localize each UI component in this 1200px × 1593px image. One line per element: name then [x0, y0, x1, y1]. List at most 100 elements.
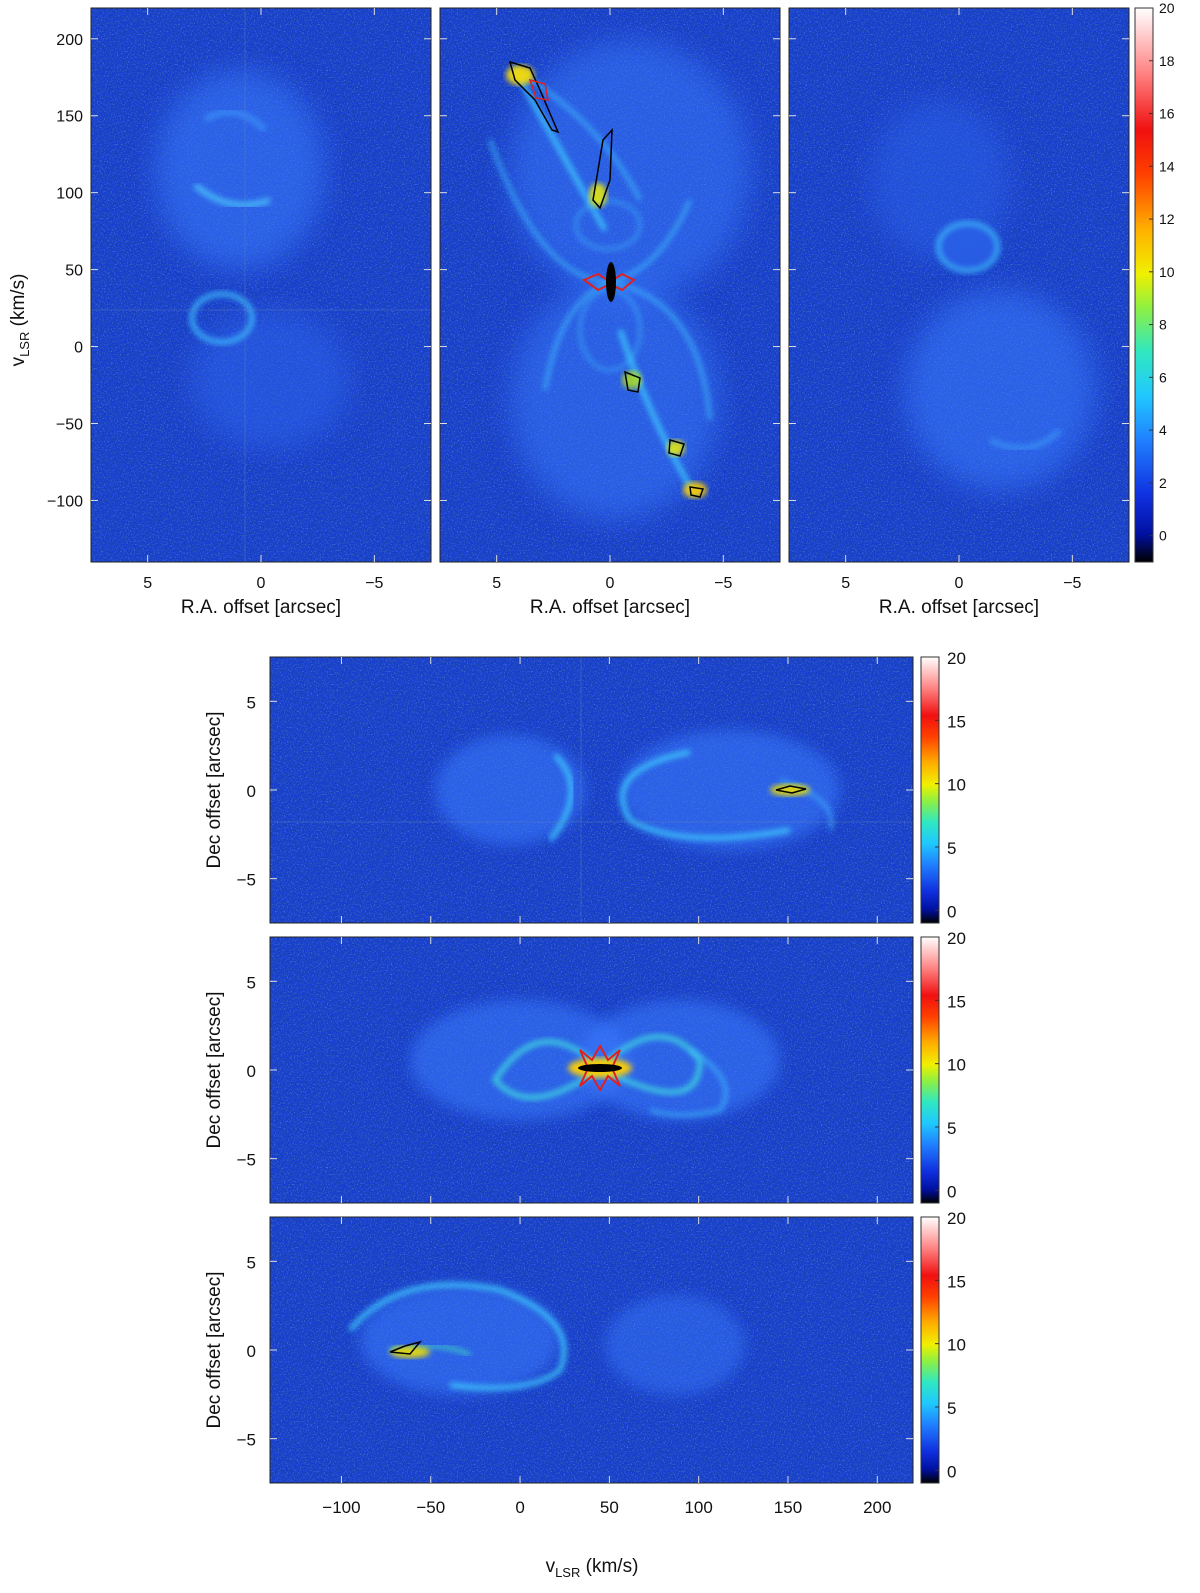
- emission-lobe: [190, 310, 350, 450]
- y-tick-label: 0: [247, 782, 256, 801]
- y-tick-label: 50: [65, 263, 83, 280]
- emission-ring: [936, 221, 1000, 273]
- colorbar-gradient: [920, 656, 940, 924]
- colorbar-tick-label: 18: [1159, 53, 1175, 69]
- knot: [667, 440, 685, 456]
- colorbar-tick-label: 10: [1159, 264, 1175, 280]
- contour-black: [624, 370, 641, 393]
- colorbar-tick-label: 6: [1159, 369, 1167, 385]
- colorbar-tick-label: 0: [947, 1182, 956, 1201]
- top-left-xlabel: R.A. offset [arcsec]: [181, 597, 341, 618]
- y-tick-label: 150: [56, 109, 83, 126]
- x-tick-label: 5: [492, 575, 501, 592]
- x-tick-label: 5: [143, 575, 152, 592]
- panel-top-left: [91, 8, 431, 562]
- y-tick-label: −5: [237, 1151, 256, 1170]
- emission-ring: [189, 291, 255, 345]
- panel-bottom-2: [270, 937, 913, 1203]
- colorbar-tick-label: 20: [947, 1209, 966, 1228]
- colorbar-gradient: [920, 936, 940, 1204]
- emission-arc: [548, 753, 574, 842]
- x-tick-label: −50: [416, 1498, 445, 1517]
- x-tick-label: 0: [955, 575, 964, 592]
- bottom-xlabel: vLSR (km/s): [546, 1556, 639, 1580]
- bottom-2-ylabel: Dec offset [arcsec]: [204, 992, 225, 1149]
- jet-arc: [609, 199, 692, 284]
- emission-ring: [574, 199, 642, 251]
- bottom-3-ylabel: Dec offset [arcsec]: [204, 1272, 225, 1429]
- colorbar-tick-label: 10: [947, 1056, 966, 1075]
- emission-lobe: [510, 280, 720, 520]
- colorbar-tick-label: 0: [947, 902, 956, 921]
- colorbar-tick-label: 5: [947, 1399, 956, 1418]
- jet-arc: [617, 329, 698, 497]
- colorbar-gradient: [920, 1216, 940, 1484]
- colorbar-tick-label: 20: [947, 649, 966, 668]
- panel-top-right: [789, 8, 1129, 562]
- emission-ring: [598, 1034, 703, 1095]
- y-tick-label: 0: [247, 1062, 256, 1081]
- colorbar-tick-label: 10: [947, 776, 966, 795]
- emission-ring: [491, 1039, 602, 1100]
- colorbar-bottom-3: [920, 1216, 940, 1484]
- x-tick-label: −5: [714, 575, 732, 592]
- top-right-xlabel: R.A. offset [arcsec]: [879, 597, 1039, 618]
- emission-lobe: [155, 70, 325, 270]
- colorbar-bottom-1: [920, 656, 940, 924]
- emission-lobe: [360, 1285, 560, 1395]
- jet-arc: [488, 139, 611, 284]
- contour-black: [389, 1340, 423, 1355]
- x-tick-label: −5: [1063, 575, 1081, 592]
- y-tick-label: −100: [47, 493, 83, 510]
- y-tick-label: 200: [56, 32, 83, 49]
- colorbar-tick-label: 15: [947, 1272, 966, 1291]
- contour-black: [592, 127, 613, 210]
- emission-arc: [203, 109, 268, 133]
- x-tick-label: −100: [322, 1498, 360, 1517]
- emission-lobe: [435, 735, 585, 845]
- colorbar-tick-label: 10: [947, 1336, 966, 1355]
- contour-black: [689, 486, 705, 498]
- y-tick-label: 5: [247, 693, 256, 712]
- y-tick-label: 0: [247, 1342, 256, 1361]
- knot: [390, 1346, 430, 1358]
- y-tick-label: −5: [237, 871, 256, 890]
- emission-arc: [193, 182, 272, 208]
- colorbar-tick-label: 2: [1159, 475, 1167, 491]
- emission-lobe: [580, 1000, 780, 1120]
- emission-lobe: [870, 100, 1010, 260]
- contour-center: [578, 1064, 622, 1072]
- x-tick-label: 50: [600, 1498, 619, 1517]
- x-tick-label: 0: [257, 575, 266, 592]
- jet-arc: [512, 68, 608, 232]
- contour-red: [581, 272, 636, 292]
- emission-lobe: [620, 730, 840, 850]
- contour-red: [579, 1043, 621, 1093]
- emission-arc: [620, 749, 791, 841]
- x-tick-label: 5: [841, 575, 850, 592]
- colorbar-gradient: [1134, 7, 1154, 563]
- jet-arc: [543, 280, 611, 391]
- y-tick-label: 5: [247, 1253, 256, 1272]
- y-tick-label: 5: [247, 973, 256, 992]
- bottom-1-ylabel: Dec offset [arcsec]: [204, 712, 225, 869]
- contour-black: [668, 439, 685, 457]
- knot: [770, 784, 810, 796]
- emission-lobe: [410, 1000, 630, 1120]
- contour-black: [508, 60, 560, 134]
- colorbar-top: 0 2 4 6 8 10 12 14 16 18 20: [1134, 0, 1175, 563]
- panel-bottom-3: [270, 1217, 913, 1483]
- x-tick-label: 0: [515, 1498, 524, 1517]
- y-tick-label: 0: [74, 340, 83, 357]
- y-tick-label: −5: [237, 1431, 256, 1450]
- y-tick-label: −50: [56, 417, 83, 434]
- x-tick-label: 200: [863, 1498, 891, 1517]
- x-tick-label: 0: [606, 575, 615, 592]
- colorbar-tick-label: 20: [947, 929, 966, 948]
- y-tick-label: 100: [56, 186, 83, 203]
- contour-black: [775, 785, 807, 794]
- colorbar-tick-label: 15: [947, 992, 966, 1011]
- emission-arc: [348, 1282, 567, 1391]
